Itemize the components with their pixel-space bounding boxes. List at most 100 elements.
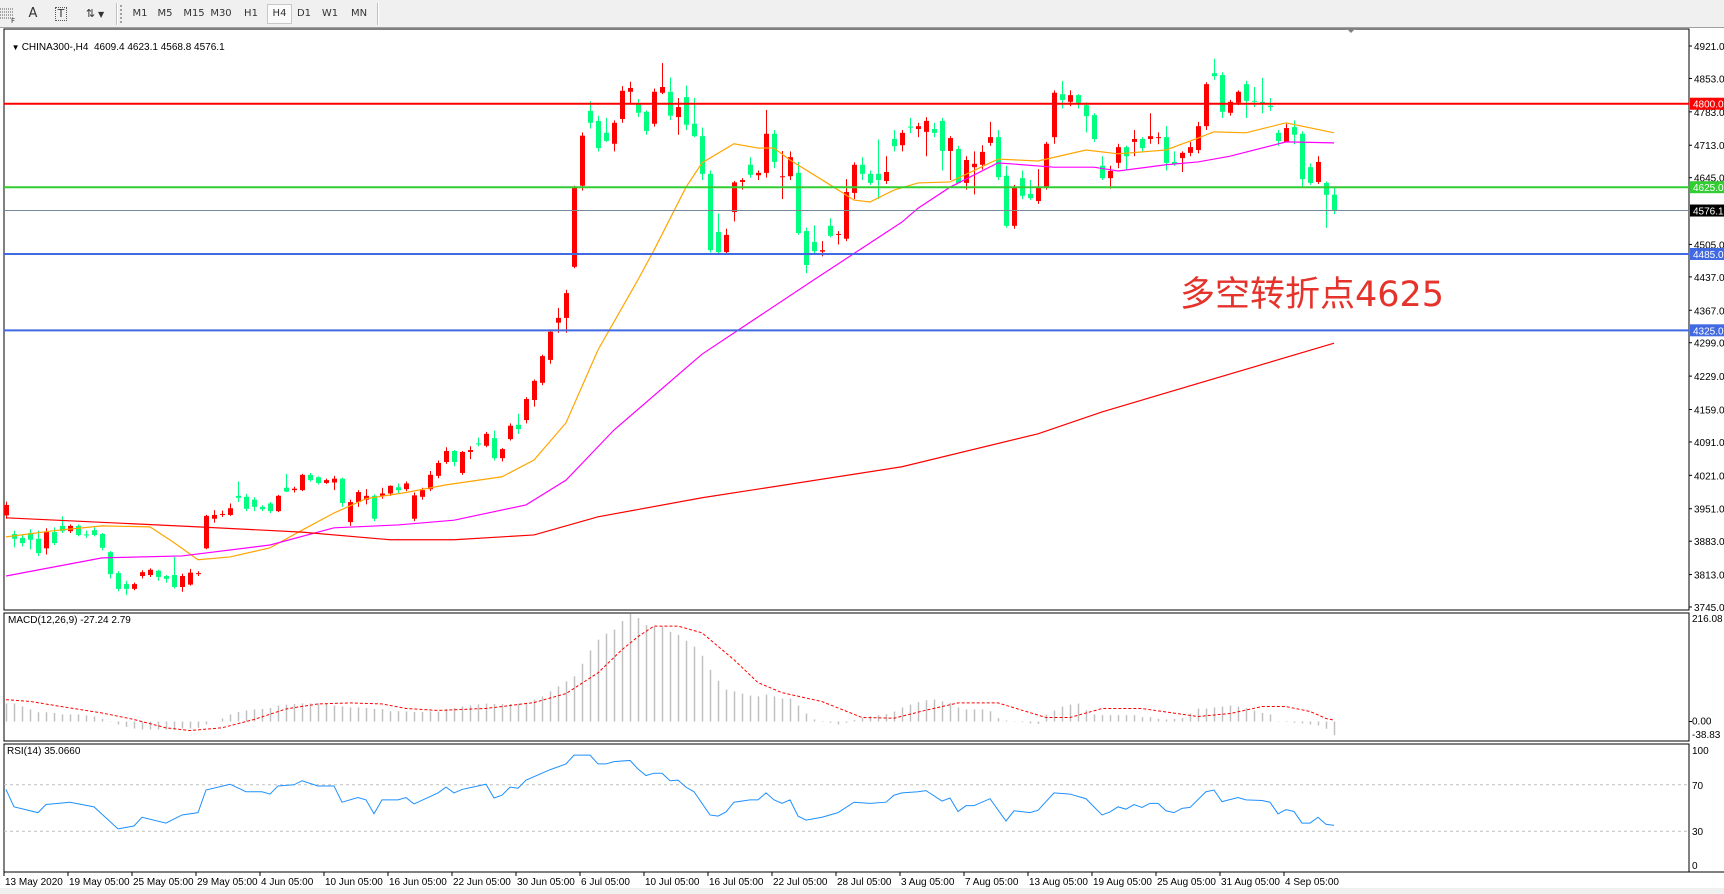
- candle-body: [492, 438, 497, 459]
- candle-body: [812, 242, 817, 252]
- price-badge: [1690, 204, 1724, 217]
- candle-body: [1332, 194, 1337, 211]
- time-tick-label: 3 Aug 05:00: [901, 877, 955, 888]
- timeframe-w1-button[interactable]: W1: [321, 8, 339, 19]
- candle-body: [884, 171, 889, 182]
- candle-body: [844, 191, 849, 239]
- toolbar-separator: [116, 3, 118, 25]
- timeframe-m5-button[interactable]: M5: [157, 8, 173, 19]
- price-tick-label: 4437.0: [1694, 273, 1724, 284]
- price-tick-label: 3813.0: [1694, 571, 1724, 582]
- candle-body: [788, 157, 793, 177]
- candle-body: [396, 487, 401, 491]
- candle-body: [892, 139, 897, 147]
- time-tick-label: 30 Jun 05:00: [517, 877, 575, 888]
- candle-body: [1108, 170, 1113, 179]
- timeframe-mn-button[interactable]: MN: [350, 8, 368, 19]
- candle-body: [780, 176, 785, 178]
- text-label-icon[interactable]: A: [28, 6, 38, 21]
- timeframe-h4-button[interactable]: H4: [267, 4, 292, 24]
- candle-body: [604, 132, 609, 141]
- candle-body: [932, 129, 937, 133]
- candle-body: [60, 525, 65, 532]
- candle-body: [1308, 167, 1313, 183]
- candle-body: [1300, 133, 1305, 180]
- candle-body: [708, 173, 713, 251]
- time-tick-label: 25 May 05:00: [133, 877, 194, 888]
- pivot-annotation: 多空转折点4625: [1180, 275, 1445, 315]
- price-tick-label: 3883.0: [1694, 537, 1724, 548]
- time-tick-label: 22 Jun 05:00: [453, 877, 511, 888]
- timeframe-d1-button[interactable]: D1: [296, 8, 312, 19]
- candle-body: [292, 488, 297, 491]
- candle-body: [748, 164, 753, 175]
- candle-body: [1076, 95, 1081, 103]
- candle-body: [540, 356, 545, 383]
- candle-body: [828, 225, 833, 236]
- price-tick-label: 3745.0: [1694, 603, 1724, 614]
- price-tick-label: 4229.0: [1694, 372, 1724, 383]
- timeframe-m15-button[interactable]: M15: [183, 8, 205, 19]
- candle-body: [756, 172, 761, 176]
- timeframe-m1-button[interactable]: M1: [132, 8, 148, 19]
- candle-body: [612, 122, 617, 144]
- price-tick-label: 4713.0: [1694, 141, 1724, 152]
- timeframe-m30-button[interactable]: M30: [210, 8, 232, 19]
- toolbar-grip[interactable]: [120, 5, 124, 23]
- candle-body: [468, 450, 473, 452]
- candle-body: [1052, 92, 1057, 138]
- grid-fibo-icon[interactable]: F: [0, 4, 16, 25]
- candle-body: [44, 532, 49, 549]
- candle-body: [484, 433, 489, 446]
- candle-body: [460, 451, 465, 473]
- price-tick-label: 4299.0: [1694, 339, 1724, 350]
- text-box-icon[interactable]: T: [52, 4, 70, 24]
- candle-body: [1220, 75, 1225, 112]
- candle-body: [1276, 132, 1281, 141]
- candle-body: [1324, 182, 1329, 195]
- time-tick-label: 7 Aug 05:00: [965, 877, 1019, 888]
- candle-body: [1084, 105, 1089, 117]
- candle-body: [220, 513, 225, 515]
- time-tick-label: 31 Aug 05:00: [1221, 877, 1280, 888]
- candle-body: [116, 573, 121, 589]
- price-badge-label: 4325.0: [1693, 326, 1724, 337]
- svg-text:F: F: [11, 17, 15, 24]
- candle-body: [1188, 147, 1193, 153]
- timeframe-h1-button[interactable]: H1: [244, 8, 258, 19]
- candle-body: [300, 474, 305, 491]
- macd-signal-line: [5, 625, 1335, 732]
- price-badge-label: 4576.1: [1693, 207, 1724, 218]
- candle-body: [980, 151, 985, 165]
- candle-body: [964, 160, 969, 183]
- candle-body: [924, 120, 929, 132]
- macd-tick-label: 216.08: [1692, 614, 1723, 625]
- candle-body: [916, 126, 921, 130]
- candle-body: [548, 331, 553, 360]
- time-tick-label: 6 Jul 05:00: [581, 877, 630, 888]
- chevron-down-icon[interactable]: ▼: [98, 10, 105, 19]
- candle-body: [268, 503, 273, 512]
- arrows-icon[interactable]: ⇅ ▼: [80, 4, 110, 24]
- time-tick-label: 19 May 05:00: [69, 877, 130, 888]
- moving-average-line-2: [5, 342, 1335, 541]
- candle-body: [388, 485, 393, 494]
- ohlc-values: 4609.4 4623.1 4568.8 4576.1: [93, 42, 225, 53]
- candle-body: [580, 135, 585, 186]
- candle-body: [1284, 128, 1289, 142]
- collapse-triangle-icon[interactable]: ▼: [11, 43, 22, 52]
- candle-body: [636, 103, 641, 113]
- price-badge: [1690, 247, 1724, 260]
- candle-body: [52, 532, 57, 544]
- candle-body: [1212, 73, 1217, 77]
- price-tick-label: 4921.0: [1694, 42, 1724, 53]
- macd-label: MACD(12,26,9) -27.24 2.79: [8, 615, 131, 626]
- time-tick-label: 19 Aug 05:00: [1093, 877, 1152, 888]
- candle-body: [348, 502, 353, 523]
- time-tick-label: 29 May 05:00: [197, 877, 258, 888]
- candle-body: [1236, 91, 1241, 103]
- chart-shift-marker-icon[interactable]: [1347, 29, 1355, 33]
- candle-body: [284, 487, 289, 492]
- candle-body: [316, 477, 321, 483]
